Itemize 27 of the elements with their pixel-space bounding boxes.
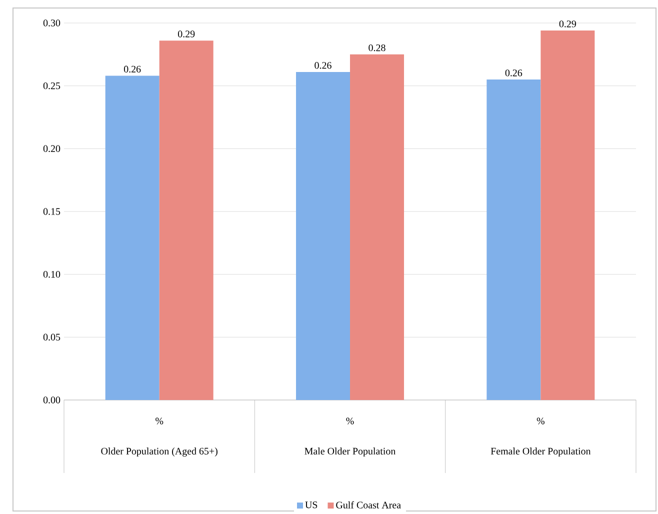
- y-tick-label: 0.10: [43, 271, 60, 278]
- bar: [296, 72, 350, 400]
- text: %: [536, 418, 544, 424]
- y-tick-label: 0.05: [43, 334, 60, 341]
- y-tick-label: 0.15: [43, 208, 60, 215]
- bar: [105, 76, 160, 400]
- bar: [486, 80, 541, 400]
- data-label: 0.28: [368, 44, 386, 52]
- x-tick-label: Older Population (Aged 65+): [101, 448, 218, 457]
- y-tick-label: 0.00: [43, 396, 60, 404]
- bar: [159, 40, 214, 400]
- text: %: [156, 418, 164, 424]
- data-label: 0.29: [178, 30, 195, 38]
- y-tick-label: 0.30: [43, 20, 60, 26]
- bar: [540, 30, 595, 400]
- data-label: 0.26: [124, 66, 141, 73]
- x-tick-label: Male Older Population: [304, 448, 396, 457]
- y-tick-label: 0.25: [43, 82, 60, 90]
- y-tick-label: 0.20: [43, 145, 60, 152]
- bar: [350, 54, 404, 400]
- legend-label: US: [305, 502, 318, 508]
- data-label: 0.26: [314, 62, 332, 69]
- text: %: [346, 418, 354, 424]
- x-tick-label: Female Older Population: [490, 448, 591, 457]
- data-label: 0.29: [559, 20, 576, 28]
- legend-label: Gulf Coast Area: [336, 501, 401, 509]
- data-label: 0.26: [505, 70, 522, 76]
